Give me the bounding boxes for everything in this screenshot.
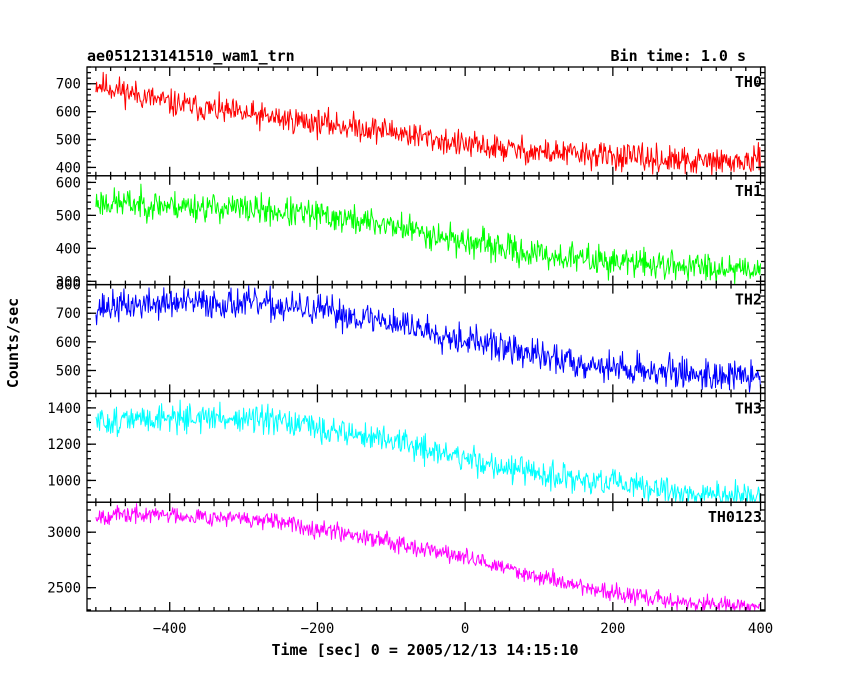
y-tick-label: 500 — [56, 363, 81, 379]
panel-th0: 400 500 600 700 TH0 — [56, 66, 766, 177]
x-axis-label: Time [sec] 0 = 2005/12/13 14:15:10 — [271, 641, 578, 659]
y-tick-label: 600 — [56, 335, 81, 351]
panel-th2: 500 600 700 800 TH2 — [56, 278, 766, 395]
x-axis: −400 −200 0 200 400 — [153, 621, 773, 637]
x-tick-label: 200 — [600, 621, 625, 637]
panel-label-th0123: TH0123 — [708, 508, 762, 526]
y-tick-label: 300 — [56, 274, 81, 290]
series-line-th2 — [95, 285, 762, 393]
panel-th1: 300 400 500 600 TH1 — [56, 175, 766, 290]
y-tick-label: 800 — [56, 278, 81, 294]
panel-label-th0: TH0 — [735, 73, 762, 91]
y-tick-label: 1200 — [47, 437, 81, 453]
panel-frame — [86, 283, 766, 395]
y-tick-label: 600 — [56, 105, 81, 121]
panel-label-th3: TH3 — [735, 399, 762, 417]
y-tick-label: 500 — [56, 208, 81, 224]
series-line-th3 — [95, 399, 762, 502]
y-tick-label: 1000 — [47, 473, 81, 489]
y-tick-label: 700 — [56, 77, 81, 93]
panel-frame — [86, 175, 766, 286]
bin-time-label: Bin time: 1.0 s — [611, 47, 746, 65]
panels-group: 400 500 600 700 TH0 300 400 500 600 TH1 500 600 700 8… — [47, 66, 766, 612]
series-line-th0123 — [95, 503, 762, 611]
panel-label-th1: TH1 — [735, 182, 762, 200]
x-tick-label: −400 — [153, 621, 187, 637]
y-tick-label: 400 — [56, 160, 81, 176]
series-line-th1 — [95, 183, 762, 285]
panel-frame — [86, 66, 766, 177]
y-tick-label: 2500 — [47, 581, 81, 597]
panel-th3: 1000 1200 1400 TH3 — [47, 392, 766, 503]
y-tick-label: 1400 — [47, 401, 81, 417]
panel-th0123: 2500 3000 TH0123 — [47, 501, 766, 612]
chart-title: ae051213141510_wam1_trn — [87, 47, 295, 65]
x-tick-label: 400 — [748, 621, 773, 637]
x-tick-label: −200 — [301, 621, 335, 637]
y-tick-label: 700 — [56, 306, 81, 322]
y-tick-label: 600 — [56, 175, 81, 191]
x-tick-label: 0 — [461, 621, 469, 637]
y-tick-label: 3000 — [47, 525, 81, 541]
y-tick-label: 500 — [56, 133, 81, 149]
y-axis-label: Counts/sec — [4, 298, 22, 388]
series-line-th0 — [95, 71, 762, 176]
y-tick-label: 400 — [56, 241, 81, 257]
panel-label-th2: TH2 — [735, 291, 762, 309]
panel-frame — [86, 501, 766, 612]
